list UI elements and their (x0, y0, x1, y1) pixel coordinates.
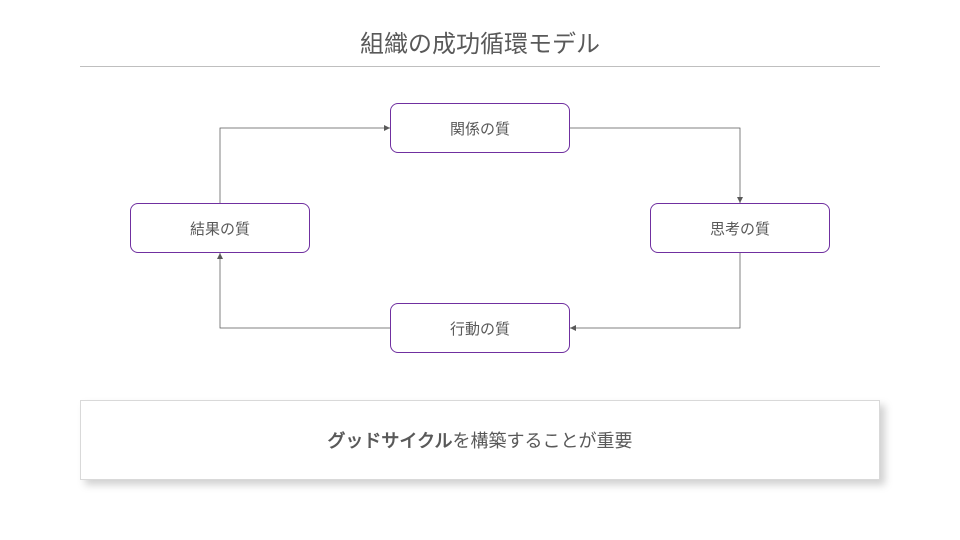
edge-result-to-relation (220, 128, 390, 203)
edge-thinking-to-action (570, 253, 740, 328)
footer-box: グッドサイクルを構築することが重要 (80, 400, 880, 480)
footer-text-rest: を構築することが重要 (453, 431, 633, 451)
node-thinking: 思考の質 (650, 203, 830, 253)
node-relation: 関係の質 (390, 103, 570, 153)
title-divider (80, 66, 880, 67)
node-result: 結果の質 (130, 203, 310, 253)
footer-text-bold: グッドサイクル (327, 431, 452, 451)
footer-text: グッドサイクルを構築することが重要 (327, 427, 632, 453)
canvas: 組織の成功循環モデル 関係の質思考の質行動の質 結果の質 グッドサイクルを構築する… (0, 0, 960, 540)
page-title: 組織の成功循環モデル (0, 24, 960, 59)
edge-relation-to-thinking (570, 128, 740, 203)
edge-action-to-result (220, 253, 390, 328)
node-action: 行動の質 (390, 303, 570, 353)
